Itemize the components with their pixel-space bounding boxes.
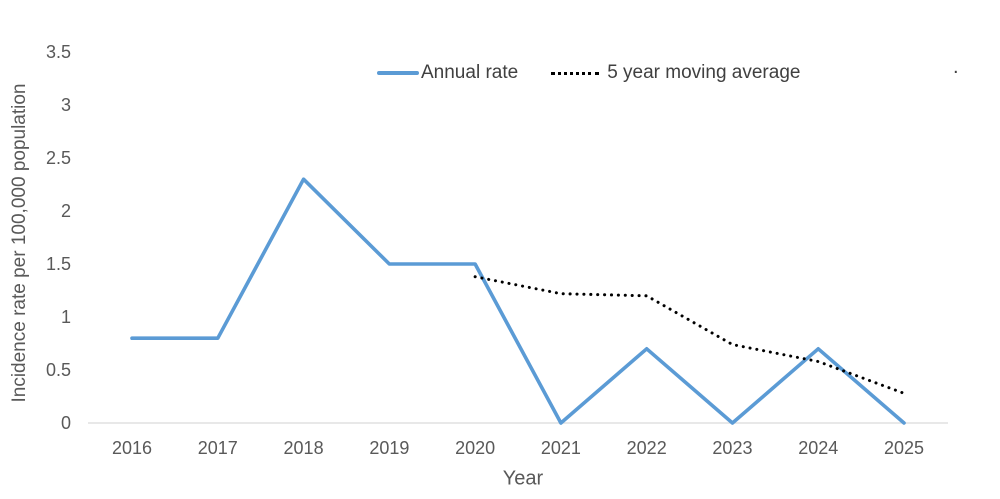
- x-tick-label: 2023: [712, 438, 752, 458]
- x-tick-label: 2022: [627, 438, 667, 458]
- y-tick-label: 1: [61, 307, 71, 327]
- x-tick-label: 2021: [541, 438, 581, 458]
- x-tick-label: 2017: [198, 438, 238, 458]
- legend-label-moving-average: 5 year moving average: [607, 62, 801, 83]
- x-tick-label: 2025: [884, 438, 924, 458]
- y-tick-label: 0.5: [46, 360, 71, 380]
- y-tick-label: 1.5: [46, 254, 71, 274]
- y-tick-label: 3: [61, 95, 71, 115]
- moving-average-line: [473, 275, 906, 395]
- legend-dot-swatch-moving-average: [551, 71, 600, 75]
- x-tick-label: 2020: [455, 438, 495, 458]
- x-axis-title: Year: [502, 467, 544, 490]
- y-axis-title: Incidence rate per 100,000 population: [9, 83, 30, 403]
- x-tick-label: 2019: [369, 438, 409, 458]
- x-tick-label: 2016: [112, 438, 152, 458]
- legend: Annual rate 5 year moving average: [377, 62, 800, 84]
- annual-rate-line: [130, 177, 906, 425]
- y-tick-label: 0: [61, 413, 71, 433]
- x-tick-label: 2024: [798, 438, 838, 458]
- legend-line-swatch-annual-rate: [377, 71, 419, 75]
- x-tick-label: 2018: [284, 438, 324, 458]
- legend-label-annual-rate: Annual rate: [421, 62, 519, 83]
- stray-period-mark: .: [953, 56, 959, 78]
- y-tick-label: 3.5: [46, 42, 71, 62]
- y-tick-label: 2.5: [46, 148, 71, 168]
- y-tick-label: 2: [61, 201, 71, 221]
